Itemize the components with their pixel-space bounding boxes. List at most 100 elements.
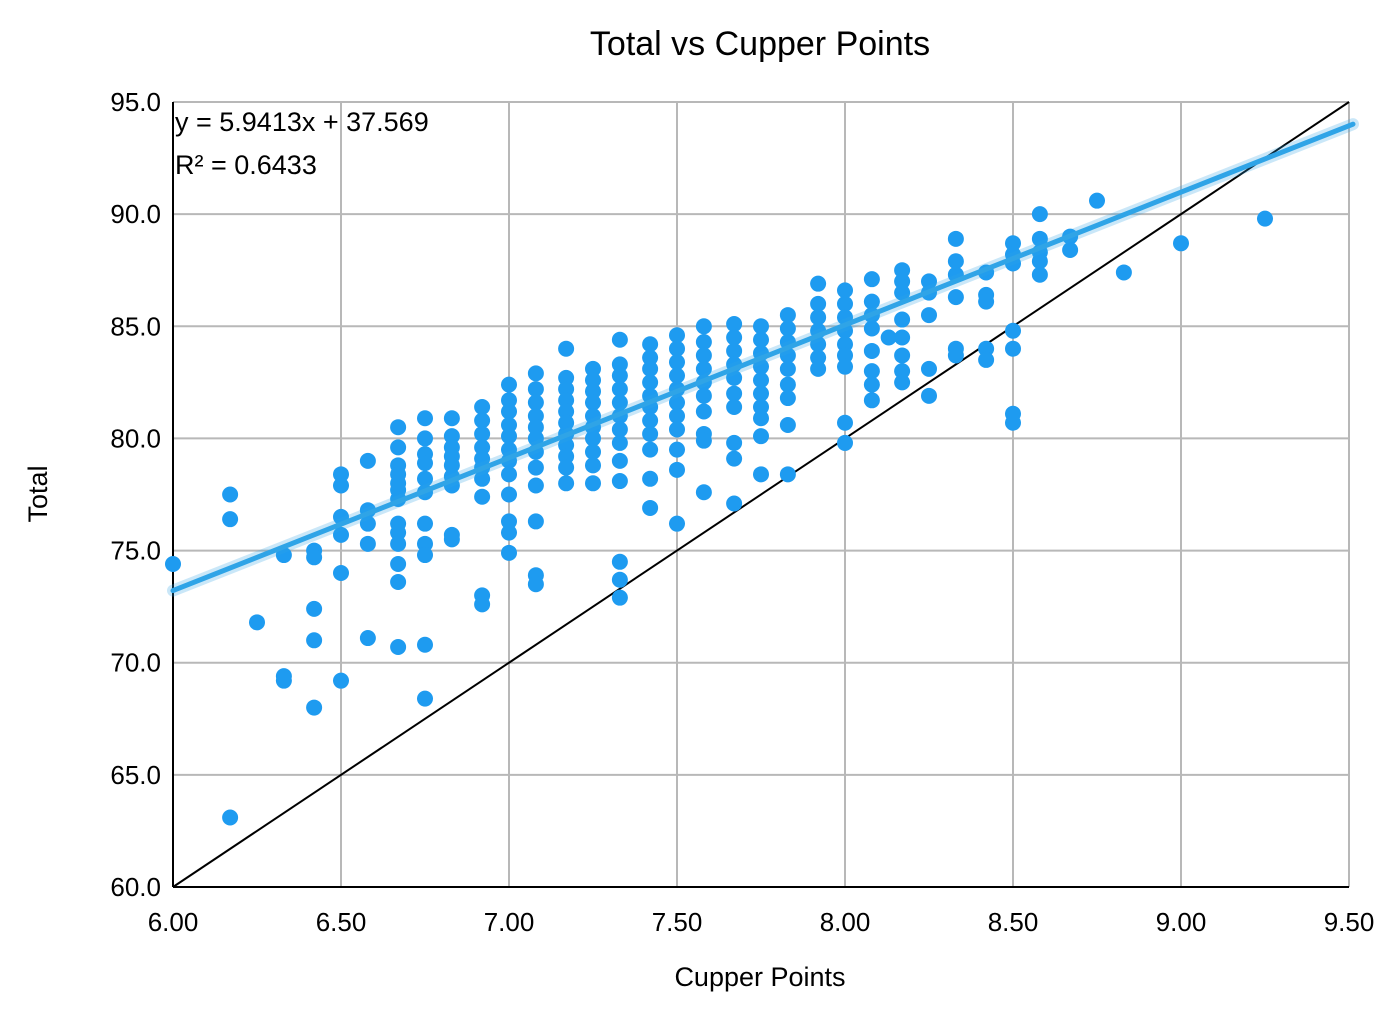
data-point <box>947 230 964 247</box>
data-point <box>978 351 995 368</box>
data-point <box>558 403 575 420</box>
data-point <box>863 392 880 409</box>
data-point <box>894 329 911 346</box>
data-point <box>527 430 544 447</box>
data-point <box>611 452 628 469</box>
reference-line <box>172 101 1350 888</box>
data-point <box>611 367 628 384</box>
data-point <box>669 340 685 357</box>
data-point <box>333 466 349 483</box>
data-point <box>417 690 433 707</box>
data-point <box>474 470 491 487</box>
data-point <box>558 340 575 357</box>
data-point <box>880 329 897 346</box>
data-point <box>642 349 659 366</box>
data-point <box>558 475 575 492</box>
data-point <box>501 403 517 420</box>
data-point <box>527 477 544 494</box>
data-point <box>275 672 292 689</box>
data-point <box>837 347 853 364</box>
data-point <box>669 367 685 384</box>
data-point <box>753 331 769 348</box>
data-point <box>894 273 911 290</box>
data-point <box>390 524 407 541</box>
data-point <box>921 307 937 324</box>
y-tick-label: 60.0 <box>110 872 161 902</box>
data-point <box>1031 253 1048 270</box>
data-point <box>585 430 601 447</box>
data-point <box>947 253 964 270</box>
data-point <box>810 295 827 312</box>
data-point <box>611 394 628 411</box>
data-point <box>726 399 743 416</box>
data-point <box>779 390 796 407</box>
data-point <box>753 466 769 483</box>
y-tick-label: 65.0 <box>110 760 161 790</box>
data-point <box>611 381 628 398</box>
data-point <box>474 412 491 429</box>
data-point <box>863 342 880 359</box>
data-point <box>669 327 685 344</box>
data-point <box>527 419 544 436</box>
data-point <box>753 358 769 375</box>
data-point <box>306 699 323 716</box>
data-point <box>417 455 433 472</box>
data-point <box>921 360 937 377</box>
data-point <box>359 515 376 532</box>
data-point <box>726 495 743 512</box>
data-point <box>779 360 796 377</box>
data-point <box>779 376 796 393</box>
data-point <box>585 372 601 389</box>
data-point <box>726 450 743 467</box>
data-point <box>726 342 743 359</box>
data-point <box>642 360 659 377</box>
data-point <box>611 434 628 451</box>
data-point <box>863 363 880 380</box>
data-point <box>558 414 575 431</box>
data-point <box>390 639 407 656</box>
data-point <box>863 271 880 288</box>
data-point <box>726 329 743 346</box>
data-point <box>222 486 239 503</box>
data-point <box>390 439 407 456</box>
data-point <box>921 273 937 290</box>
data-point <box>611 421 628 438</box>
data-point <box>306 600 323 617</box>
data-point <box>921 387 937 404</box>
data-point <box>501 513 517 530</box>
data-point <box>753 428 769 445</box>
data-point <box>443 428 460 445</box>
data-point <box>1005 235 1021 252</box>
data-point <box>527 576 544 593</box>
y-tick-label: 80.0 <box>110 423 161 453</box>
data-point <box>894 311 911 328</box>
data-point <box>390 573 407 590</box>
x-tick-label: 9.00 <box>1156 907 1207 937</box>
data-point <box>810 349 827 366</box>
data-point <box>779 320 796 337</box>
data-point <box>1115 264 1132 281</box>
data-point <box>417 470 433 487</box>
data-point <box>585 457 601 474</box>
y-tick-label: 70.0 <box>110 648 161 678</box>
data-point <box>669 461 685 478</box>
data-point <box>978 293 995 310</box>
y-axis-label: Total <box>23 465 53 522</box>
data-point <box>695 432 712 449</box>
data-point <box>443 531 460 548</box>
x-tick-label: 7.00 <box>484 907 535 937</box>
data-point <box>695 360 712 377</box>
data-point <box>306 632 323 649</box>
data-point <box>585 475 601 492</box>
data-point <box>474 596 491 613</box>
data-point <box>894 347 911 364</box>
data-point <box>837 358 853 375</box>
data-point <box>417 547 433 564</box>
data-point <box>1031 206 1048 223</box>
data-point <box>443 457 460 474</box>
y-tick-label: 75.0 <box>110 536 161 566</box>
data-point <box>642 412 659 429</box>
data-point <box>669 408 685 424</box>
data-point <box>611 331 628 348</box>
